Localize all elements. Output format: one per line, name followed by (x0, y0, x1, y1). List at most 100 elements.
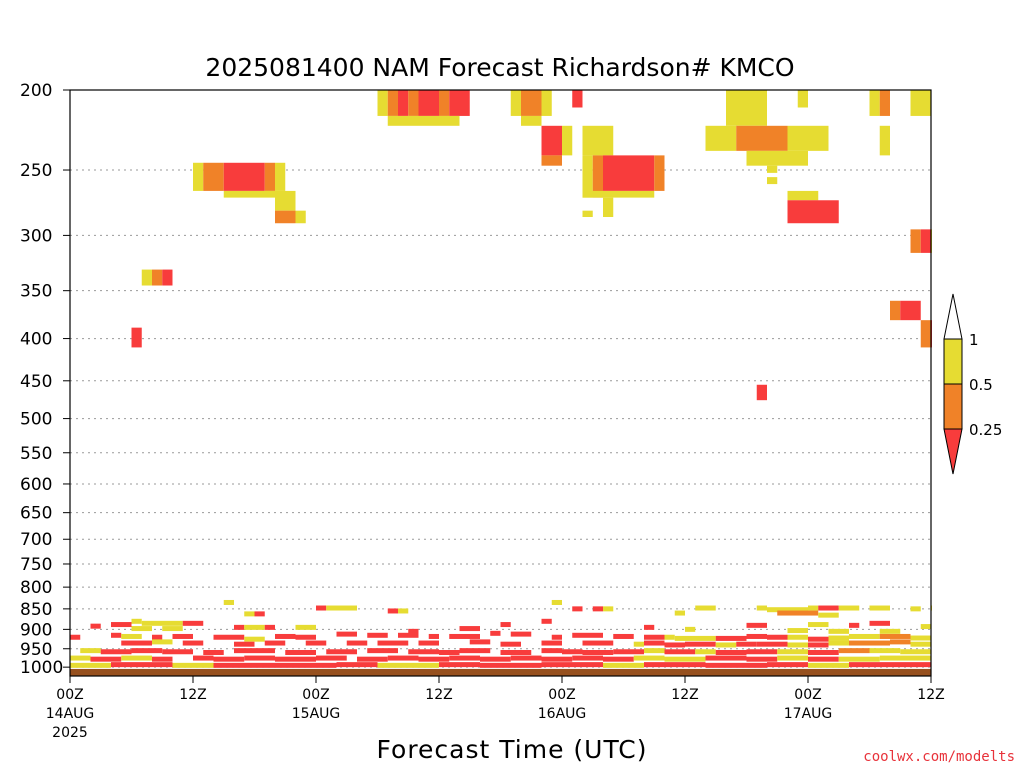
ri-cell (510, 655, 542, 661)
y-tick-label: 700 (20, 530, 52, 550)
ri-cell (746, 656, 778, 662)
ri-cell (695, 649, 716, 655)
y-tick-label: 850 (20, 600, 52, 620)
ri-cell (398, 90, 409, 116)
ri-cell (849, 662, 931, 668)
ri-cell (603, 662, 644, 668)
ri-cell (644, 648, 665, 654)
data-cells (70, 90, 932, 676)
ri-cell (849, 633, 880, 639)
ri-cell (644, 640, 665, 646)
y-tick-label: 600 (20, 475, 52, 495)
ri-cell (223, 162, 265, 191)
ri-cell (449, 655, 480, 661)
y-tick-label: 300 (20, 226, 52, 246)
ri-cell (879, 655, 931, 661)
ri-cell (459, 626, 480, 632)
ri-cell (890, 300, 901, 321)
y-tick-label: 200 (20, 81, 52, 101)
ri-cell (500, 622, 511, 628)
ri-cell (387, 608, 398, 614)
ri-cell (838, 605, 860, 611)
ri-cell (469, 639, 491, 645)
ri-cell (408, 649, 439, 655)
ri-cell (172, 662, 214, 668)
ri-cell (551, 634, 562, 640)
ri-cell (726, 90, 767, 126)
credit-link[interactable]: coolwx.com/modelts (863, 749, 1015, 765)
ri-cell (910, 229, 921, 253)
ri-cell (285, 650, 316, 656)
ri-cell (480, 662, 542, 668)
ri-cell (582, 640, 614, 646)
ri-cell (664, 649, 696, 655)
ri-cell (254, 648, 275, 654)
ri-cell (808, 636, 829, 642)
ri-cell (182, 620, 204, 626)
x-tick-label: 17AUG (784, 706, 833, 722)
ri-cell (152, 634, 163, 640)
ri-cell (234, 624, 245, 630)
ri-cell (398, 608, 409, 614)
ri-cell (715, 635, 747, 641)
ri-cell (295, 210, 306, 224)
x-tick-label: 12Z (671, 687, 698, 703)
ri-cell (264, 640, 286, 646)
ri-cell (162, 626, 183, 632)
ri-cell (193, 655, 214, 661)
ri-cell (664, 642, 685, 648)
ri-cell (715, 650, 747, 656)
ri-cell (90, 656, 122, 662)
ri-cell (808, 622, 829, 628)
y-tick-label: 400 (20, 330, 52, 350)
ri-cell (346, 640, 368, 646)
ri-cell (879, 125, 890, 156)
ri-cell (326, 649, 357, 655)
ri-cell (244, 624, 265, 630)
ri-cell (777, 649, 808, 655)
ri-cell (234, 648, 255, 654)
x-tick-label: 12Z (179, 687, 206, 703)
colorbar-segment (943, 383, 963, 430)
ri-cell (141, 269, 152, 286)
ri-cell (541, 155, 562, 166)
ri-cell (808, 650, 839, 656)
x-tick-label: 00Z (548, 687, 575, 703)
ri-cell (705, 125, 737, 151)
ri-cell (746, 633, 767, 639)
ri-cell (244, 636, 265, 642)
ri-cell (879, 628, 901, 634)
ri-cell (797, 90, 808, 108)
ri-cell (336, 631, 357, 637)
ri-cell (541, 125, 562, 156)
ri-cell (254, 611, 265, 617)
ri-cell (490, 630, 501, 636)
ri-cell (562, 125, 573, 156)
ri-cell (910, 606, 921, 612)
ri-cell (131, 618, 142, 624)
ri-cell (121, 655, 152, 661)
ri-cell (900, 649, 931, 655)
ri-cell (398, 632, 419, 638)
ri-cell (808, 662, 849, 668)
ri-cell (70, 655, 91, 661)
ri-cell (920, 320, 931, 348)
ri-cell (203, 162, 224, 191)
ri-cell (357, 656, 388, 662)
ri-cell (439, 650, 460, 656)
ri-cell (70, 634, 81, 640)
ri-cell (767, 165, 778, 173)
ri-cell (203, 650, 224, 656)
x-tick-label: 2025 (52, 725, 88, 741)
ri-cell (510, 631, 532, 637)
ri-cell (541, 656, 573, 662)
ri-cell (644, 624, 655, 630)
ri-cell (182, 640, 204, 646)
ri-cell (644, 662, 706, 668)
ri-cell (787, 642, 808, 648)
ri-cell (910, 90, 931, 116)
ri-cell (418, 656, 450, 662)
y-tick-label: 750 (20, 555, 52, 575)
ri-cell (890, 639, 911, 645)
ri-cell (111, 632, 122, 638)
